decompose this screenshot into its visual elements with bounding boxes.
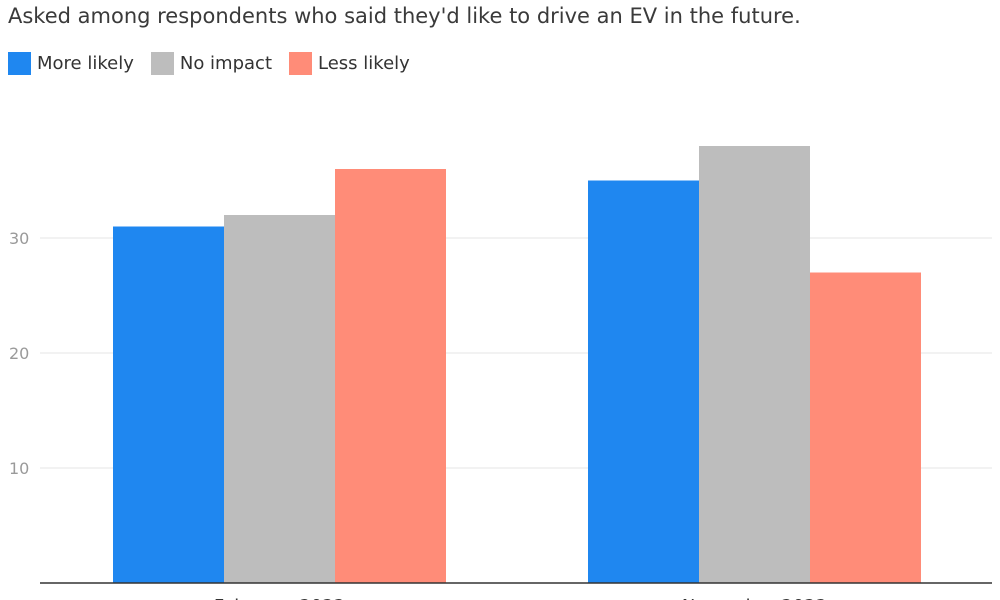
chart-subtitle: Asked among respondents who said they'd … <box>8 4 801 28</box>
legend: More likely No impact Less likely <box>8 52 427 75</box>
y-tick-label-20: 20 <box>9 344 29 363</box>
legend-label-less-likely: Less likely <box>318 53 410 74</box>
legend-item-more-likely: More likely <box>8 52 134 75</box>
bar-more-likely-1 <box>588 180 699 583</box>
legend-swatch-less-likely <box>289 52 313 75</box>
bar-less-likely-1 <box>810 272 921 583</box>
y-tick-label-10: 10 <box>9 459 29 478</box>
legend-swatch-no-impact <box>150 52 174 75</box>
bar-less-likely-0 <box>335 169 446 583</box>
legend-item-no-impact: No impact <box>150 52 273 75</box>
x-category-label-1: November 2022 <box>682 596 827 600</box>
legend-item-less-likely: Less likely <box>289 52 410 75</box>
legend-swatch-more-likely <box>8 52 31 75</box>
bar-more-likely-0 <box>113 226 224 583</box>
bar-no-impact-0 <box>224 215 335 583</box>
legend-label-more-likely: More likely <box>37 53 134 74</box>
y-tick-label-30: 30 <box>9 229 29 248</box>
x-category-label-0: February 2022 <box>214 596 345 600</box>
legend-label-no-impact: No impact <box>179 53 273 74</box>
bar-no-impact-1 <box>699 146 810 583</box>
